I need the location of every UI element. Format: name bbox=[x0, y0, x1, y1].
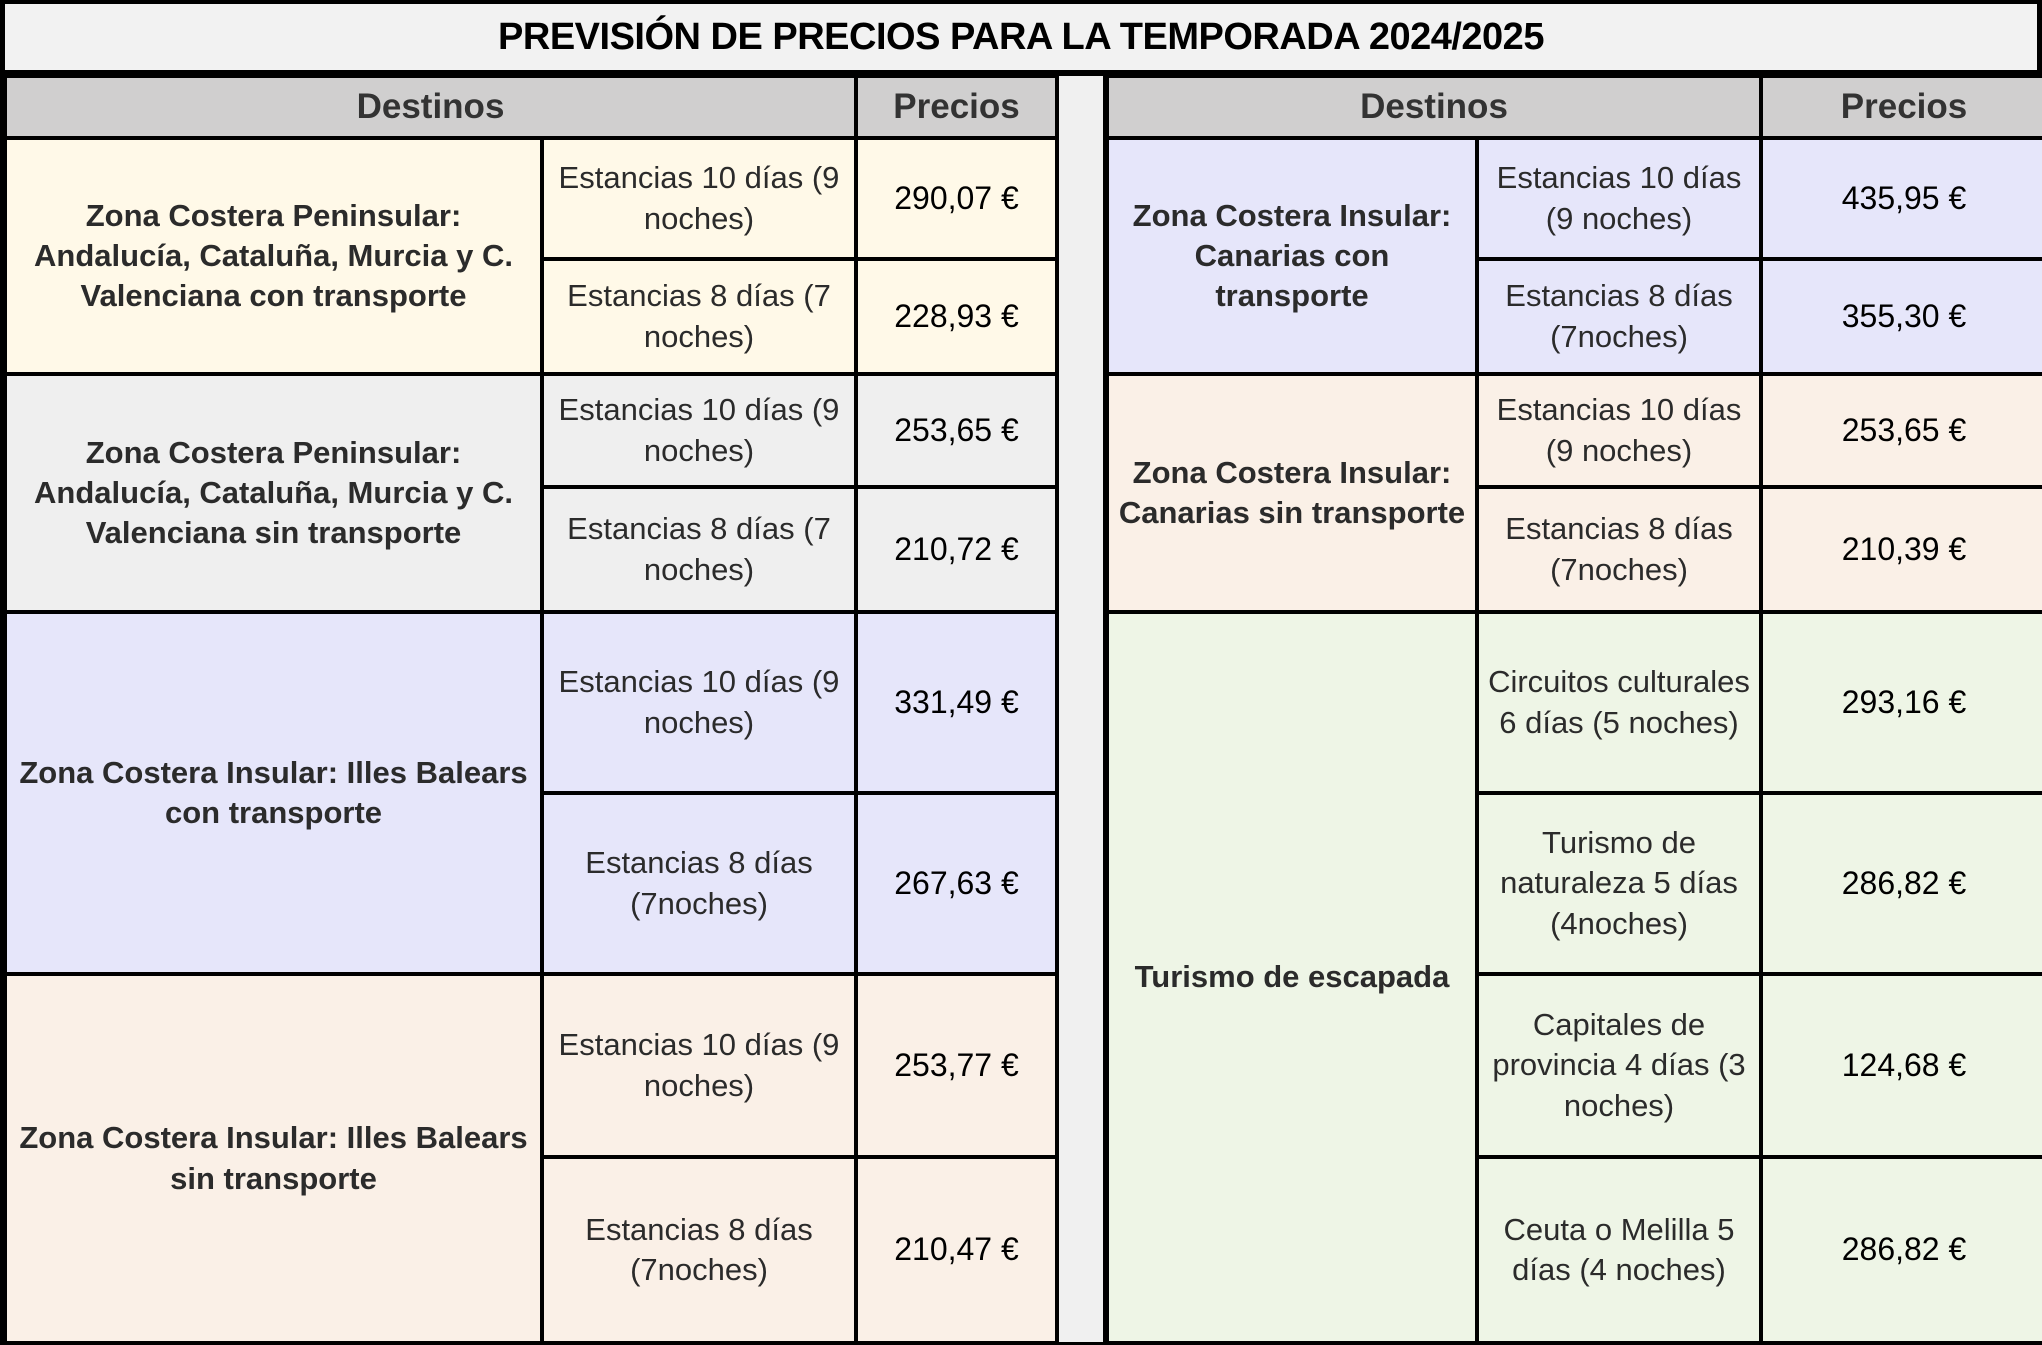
stay-cell: Estancias 8 días (7noches) bbox=[1475, 485, 1763, 614]
price-cell: 355,30 € bbox=[1759, 257, 2042, 376]
price-cell: 228,93 € bbox=[854, 257, 1059, 376]
page-title: PREVISIÓN DE PRECIOS PARA LA TEMPORADA 2… bbox=[5, 4, 2037, 70]
right-price-table: Destinos Precios Zona Costera Insular: C… bbox=[1105, 74, 2042, 1345]
header-precios: Precios bbox=[854, 74, 1059, 140]
stay-cell: Estancias 10 días (9 noches) bbox=[540, 610, 858, 795]
header-destinos: Destinos bbox=[3, 74, 858, 140]
stay-cell: Estancias 10 días (9 noches) bbox=[1475, 372, 1763, 489]
stay-cell: Estancias 8 días (7 noches) bbox=[540, 257, 858, 376]
price-cell: 124,68 € bbox=[1759, 972, 2042, 1159]
stay-cell: Turismo de naturaleza 5 días (4noches) bbox=[1475, 791, 1763, 976]
price-cell: 286,82 € bbox=[1759, 791, 2042, 976]
stay-cell: Circuitos culturales 6 días (5 noches) bbox=[1475, 610, 1763, 795]
header-destinos: Destinos bbox=[1105, 74, 1763, 140]
table-row: Zona Costera Insular: Canarias sin trans… bbox=[1105, 372, 2042, 614]
stay-cell: Ceuta o Melilla 5 días (4 noches) bbox=[1475, 1155, 1763, 1345]
zone-cell: Zona Costera Insular: Illes Balears sin … bbox=[3, 972, 544, 1345]
zone-cell: Zona Costera Peninsular: Andalucía, Cata… bbox=[3, 372, 544, 614]
price-cell: 331,49 € bbox=[854, 610, 1059, 795]
stay-cell: Capitales de provincia 4 días (3 noches) bbox=[1475, 972, 1763, 1159]
price-cell: 253,65 € bbox=[854, 372, 1059, 489]
table-row: Zona Costera Peninsular: Andalucía, Cata… bbox=[3, 136, 1059, 376]
table-row: Zona Costera Insular: Illes Balears sin … bbox=[3, 972, 1059, 1345]
price-cell: 210,47 € bbox=[854, 1155, 1059, 1345]
price-cell: 290,07 € bbox=[854, 136, 1059, 261]
table-row: Zona Costera Peninsular: Andalucía, Cata… bbox=[3, 372, 1059, 614]
stay-cell: Estancias 8 días (7noches) bbox=[1475, 257, 1763, 376]
zone-cell: Turismo de escapada bbox=[1105, 610, 1479, 1345]
price-cell: 210,72 € bbox=[854, 485, 1059, 614]
header-row: Destinos Precios bbox=[3, 74, 1059, 140]
table-row: Zona Costera Insular: Illes Balears con … bbox=[3, 610, 1059, 976]
price-cell: 267,63 € bbox=[854, 791, 1059, 976]
zone-cell: Zona Costera Insular: Canarias sin trans… bbox=[1105, 372, 1479, 614]
price-cell: 293,16 € bbox=[1759, 610, 2042, 795]
table-separator bbox=[1057, 76, 1103, 1342]
zone-cell: Zona Costera Insular: Illes Balears con … bbox=[3, 610, 544, 976]
zone-cell: Zona Costera Peninsular: Andalucía, Cata… bbox=[3, 136, 544, 376]
price-cell: 435,95 € bbox=[1759, 136, 2042, 261]
stay-cell: Estancias 8 días (7 noches) bbox=[540, 485, 858, 614]
price-cell: 253,65 € bbox=[1759, 372, 2042, 489]
price-cell: 286,82 € bbox=[1759, 1155, 2042, 1345]
stay-cell: Estancias 10 días (9 noches) bbox=[540, 972, 858, 1159]
stay-cell: Estancias 8 días (7noches) bbox=[540, 791, 858, 976]
price-cell: 253,77 € bbox=[854, 972, 1059, 1159]
table-row: Turismo de escapada Circuitos culturales… bbox=[1105, 610, 2042, 1345]
table-row: Zona Costera Insular: Canarias con trans… bbox=[1105, 136, 2042, 376]
price-cell: 210,39 € bbox=[1759, 485, 2042, 614]
header-precios: Precios bbox=[1759, 74, 2042, 140]
stay-cell: Estancias 10 días (9 noches) bbox=[540, 136, 858, 261]
stay-cell: Estancias 10 días (9 noches) bbox=[540, 372, 858, 489]
zone-cell: Zona Costera Insular: Canarias con trans… bbox=[1105, 136, 1479, 376]
header-row: Destinos Precios bbox=[1105, 74, 2042, 140]
left-price-table: Destinos Precios Zona Costera Peninsular… bbox=[3, 74, 1059, 1345]
stay-cell: Estancias 10 días (9 noches) bbox=[1475, 136, 1763, 261]
stay-cell: Estancias 8 días (7noches) bbox=[540, 1155, 858, 1345]
